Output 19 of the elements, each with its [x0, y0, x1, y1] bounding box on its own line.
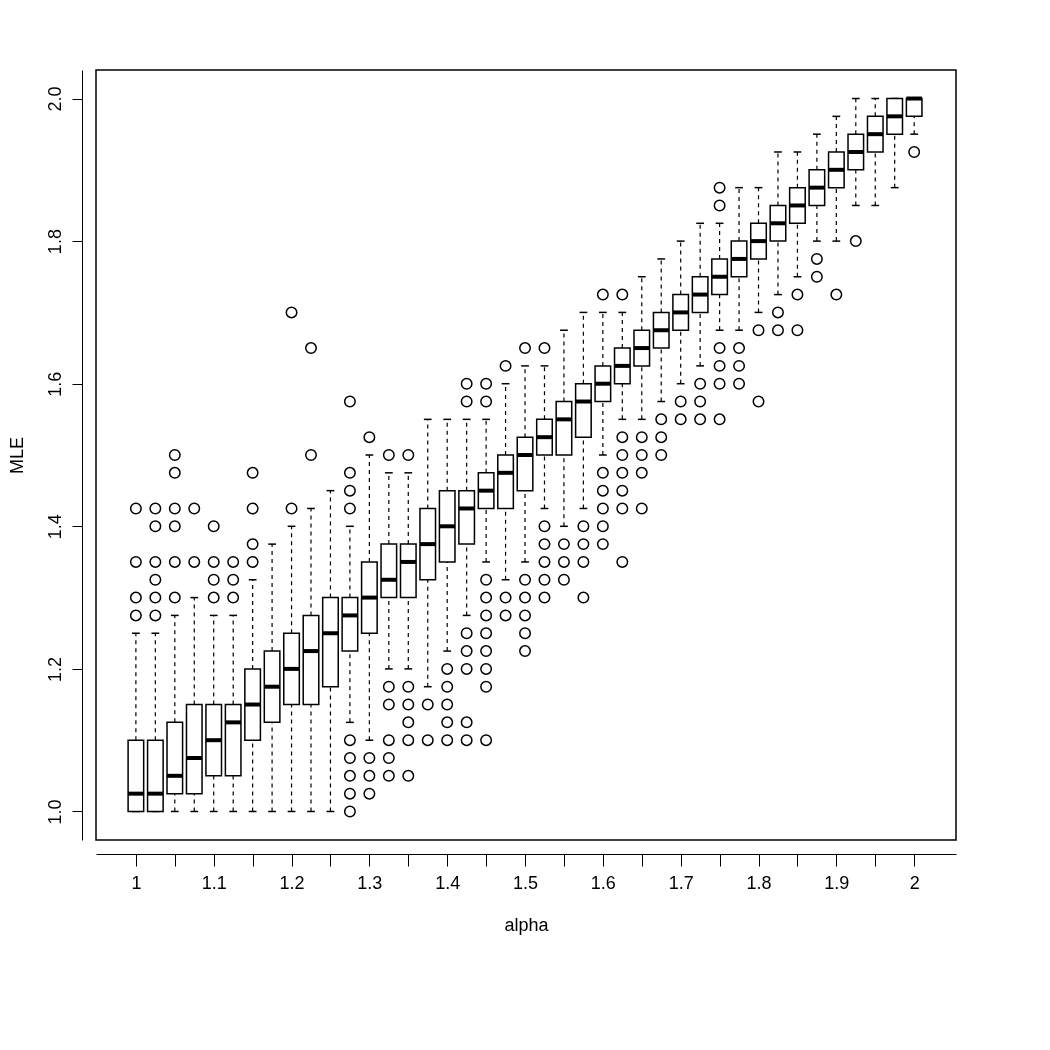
x-tick-label: 1.3 — [357, 872, 383, 893]
y-tick-label: 1.4 — [44, 514, 65, 540]
x-tick-label: 1.7 — [668, 872, 694, 893]
y-tick-label: 1.0 — [44, 799, 65, 825]
x-tick-label: 1.8 — [746, 872, 772, 893]
x-tick-label: 1.2 — [279, 872, 305, 893]
x-tick-label: 1.6 — [590, 872, 616, 893]
y-tick-label: 1.2 — [44, 656, 65, 682]
y-tick-label: 1.6 — [44, 371, 65, 397]
x-tick-label: 1 — [131, 872, 142, 893]
x-tick-label: 1.4 — [435, 872, 461, 893]
y-tick-label: 2.0 — [44, 86, 65, 112]
x-axis-title: alpha — [504, 914, 550, 935]
x-tick-label: 1.1 — [201, 872, 227, 893]
x-tick-label: 1.5 — [513, 872, 539, 893]
x-tick-label: 2 — [909, 872, 920, 893]
x-tick-label: 1.9 — [824, 872, 850, 893]
y-axis-title: MLE — [6, 436, 27, 475]
y-tick-label: 1.8 — [44, 229, 65, 255]
